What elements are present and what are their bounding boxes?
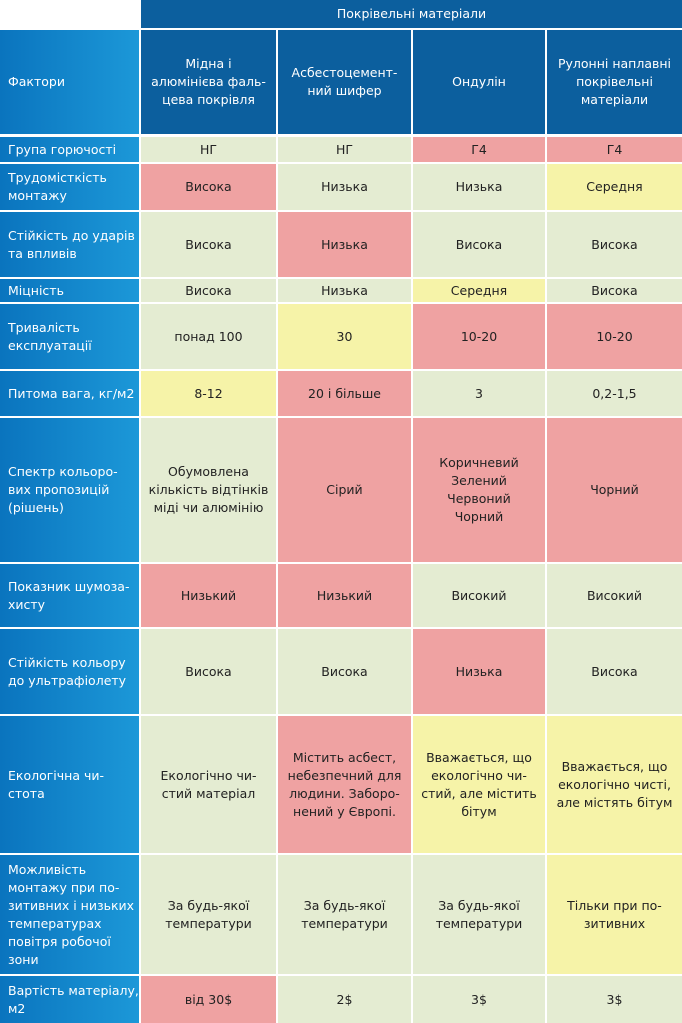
value-cell: Висока	[278, 629, 411, 714]
value-cell: НГ	[278, 137, 411, 162]
value-cell: Високий	[413, 564, 545, 627]
factor-cell: Тривалість експлуатації	[0, 304, 139, 369]
group-header: Покрівельні матеріали	[141, 0, 682, 28]
value-cell: понад 100	[141, 304, 276, 369]
value-cell: Г4	[413, 137, 545, 162]
value-cell: Коричневий Зелений Червоний Чорний	[413, 418, 545, 562]
value-cell: Висока	[413, 212, 545, 277]
value-cell: За будь-якої температури	[413, 855, 545, 974]
value-cell: Г4	[547, 137, 682, 162]
factor-cell: Екологічна чи- стота	[0, 716, 139, 853]
value-cell: Чорний	[547, 418, 682, 562]
value-cell: 8-12	[141, 371, 276, 416]
factor-cell: Міцність	[0, 279, 139, 302]
value-cell: 3	[413, 371, 545, 416]
value-cell: Обумовлена кількість відтінків міді чи а…	[141, 418, 276, 562]
value-cell: Містить асбест, небезпечний для людини. …	[278, 716, 411, 853]
factor-cell: Показник шумоза- хисту	[0, 564, 139, 627]
value-cell: За будь-якої температури	[278, 855, 411, 974]
factor-cell: Питома вага, кг/м2	[0, 371, 139, 416]
column-header: Рулонні наплавні покрівельні матеріали	[547, 30, 682, 134]
value-cell: 3$	[547, 976, 682, 1023]
value-cell: Вважається, що екологічно чисті, але міс…	[547, 716, 682, 853]
value-cell: Висока	[547, 279, 682, 302]
factor-cell: Спектр кольоро- вих пропозицій (рішень)	[0, 418, 139, 562]
value-cell: 30	[278, 304, 411, 369]
factor-cell: Трудомісткість монтажу	[0, 164, 139, 210]
value-cell: Висока	[141, 629, 276, 714]
value-cell: Екологічно чи- стий матеріал	[141, 716, 276, 853]
factor-cell: Стійкість кольору до ультрафіолету	[0, 629, 139, 714]
value-cell: Середня	[413, 279, 545, 302]
value-cell: Високий	[547, 564, 682, 627]
factor-header: Фактори	[0, 30, 139, 134]
value-cell: Низька	[278, 212, 411, 277]
value-cell: 0,2-1,5	[547, 371, 682, 416]
value-cell: 3$	[413, 976, 545, 1023]
value-cell: Висока	[141, 164, 276, 210]
value-cell: Середня	[547, 164, 682, 210]
factor-cell: Можливість монтажу при по- зитивних і ни…	[0, 855, 139, 974]
value-cell: Низька	[278, 164, 411, 210]
value-cell: 20 і більше	[278, 371, 411, 416]
value-cell: 2$	[278, 976, 411, 1023]
value-cell: 10-20	[547, 304, 682, 369]
factor-cell: Стійкість до ударів та впливів	[0, 212, 139, 277]
value-cell: Висока	[547, 629, 682, 714]
value-cell: Висока	[141, 279, 276, 302]
column-header: Ондулін	[413, 30, 545, 134]
value-cell: Тільки при по- зитивних	[547, 855, 682, 974]
value-cell: Низька	[413, 164, 545, 210]
value-cell: Низька	[278, 279, 411, 302]
value-cell: 10-20	[413, 304, 545, 369]
value-cell: Вважається, що екологічно чи- стий, але …	[413, 716, 545, 853]
value-cell: Низький	[141, 564, 276, 627]
value-cell: Висока	[141, 212, 276, 277]
column-header: Мідна і алюмінієва фаль- цева покрівля	[141, 30, 276, 134]
value-cell: від 30$	[141, 976, 276, 1023]
value-cell: Низький	[278, 564, 411, 627]
value-cell: НГ	[141, 137, 276, 162]
value-cell: Низька	[413, 629, 545, 714]
factor-cell: Вартість матеріалу, м2	[0, 976, 139, 1023]
value-cell: За будь-якої температури	[141, 855, 276, 974]
value-cell: Сірий	[278, 418, 411, 562]
column-header: Асбестоцемент- ний шифер	[278, 30, 411, 134]
factor-cell: Група горючості	[0, 137, 139, 162]
value-cell: Висока	[547, 212, 682, 277]
